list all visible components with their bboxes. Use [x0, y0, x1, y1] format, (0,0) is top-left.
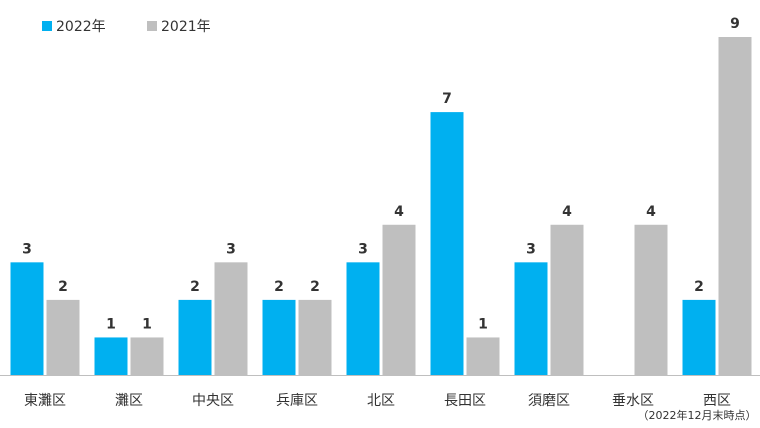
- bar: [262, 299, 296, 375]
- legend-swatch: [147, 21, 157, 31]
- legend-label: 2021年: [161, 19, 211, 35]
- value-label: 1: [478, 316, 488, 332]
- x-tick-label: 垂水区: [612, 393, 654, 409]
- legend-swatch: [42, 21, 52, 31]
- bar: [10, 262, 44, 375]
- x-tick-label: 中央区: [192, 393, 234, 409]
- bar: [46, 299, 80, 375]
- value-label: 2: [190, 279, 200, 295]
- value-label: 1: [106, 316, 116, 332]
- bar: [130, 337, 164, 375]
- value-label: 3: [226, 241, 236, 257]
- value-label: 2: [694, 279, 704, 295]
- bar: [466, 337, 500, 375]
- bar: [634, 224, 668, 375]
- bar: [718, 37, 752, 375]
- legend-label: 2022年: [56, 19, 106, 35]
- bar: [298, 299, 332, 375]
- value-label: 2: [274, 279, 284, 295]
- value-label: 3: [358, 241, 368, 257]
- value-label: 4: [394, 204, 404, 220]
- x-tick-label: 長田区: [444, 393, 486, 409]
- value-label: 2: [310, 279, 320, 295]
- bar: [346, 262, 380, 375]
- value-label: 2: [58, 279, 68, 295]
- bar: [550, 224, 584, 375]
- bar: [382, 224, 416, 375]
- x-tick-label: 須磨区: [528, 393, 570, 409]
- x-tick-label: 兵庫区: [276, 392, 318, 409]
- bar: [514, 262, 548, 375]
- x-tick-label: 西区: [703, 393, 731, 409]
- value-label: 7: [442, 91, 452, 107]
- bar: [214, 262, 248, 375]
- value-label: 3: [22, 241, 32, 257]
- x-tick-label: 東灘区: [24, 393, 66, 409]
- bar: [178, 299, 212, 375]
- annotation: （2022年12月末時点）: [638, 408, 757, 422]
- value-label: 9: [730, 16, 740, 32]
- x-tick-label: 灘区: [115, 393, 143, 409]
- x-tick-label: 北区: [367, 393, 395, 409]
- bar: [94, 337, 128, 375]
- bar: [430, 112, 464, 375]
- value-label: 4: [646, 204, 656, 220]
- value-label: 4: [562, 204, 572, 220]
- value-label: 1: [142, 316, 152, 332]
- bar: [682, 299, 716, 375]
- value-label: 3: [526, 241, 536, 257]
